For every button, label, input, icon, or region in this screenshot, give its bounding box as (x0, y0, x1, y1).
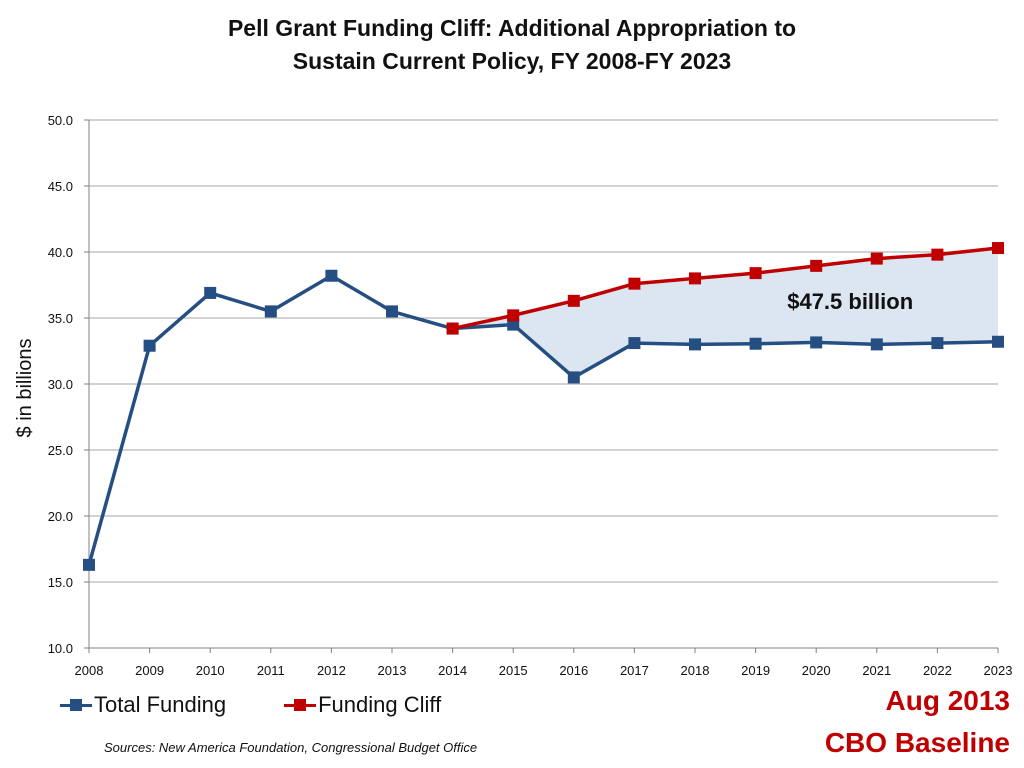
x-tick-label: 2021 (862, 663, 891, 678)
x-tick-label: 2020 (802, 663, 831, 678)
funding-cliff-point (689, 272, 701, 285)
total-funding-point (749, 337, 762, 350)
chart-title-line-2: Sustain Current Policy, FY 2008-FY 2023 (292, 48, 732, 74)
legend: Total Funding Funding Cliff (60, 692, 499, 718)
x-tick-label: 2015 (499, 663, 528, 678)
funding-cliff-line (452, 246, 999, 331)
x-tick-label: 2022 (923, 663, 952, 678)
y-tick-label: 40.0 (48, 245, 73, 260)
funding-cliff-point (870, 252, 883, 265)
x-tick-label: 2023 (984, 663, 1013, 678)
gap-annotation: $47.5 billion (787, 289, 913, 314)
chart-title: Pell Grant Funding Cliff: Additional App… (0, 12, 1024, 78)
legend-label-funding-cliff: Funding Cliff (318, 692, 442, 717)
total-funding-line (87, 274, 999, 566)
legend-label-total-funding: Total Funding (94, 692, 227, 717)
total-funding-point (264, 305, 277, 318)
x-tick-label: 2018 (681, 663, 710, 678)
total-funding-point (992, 335, 1004, 348)
x-tick-label: 2017 (620, 663, 649, 678)
y-tick-label: 25.0 (48, 443, 73, 458)
y-tick-label: 35.0 (48, 311, 73, 326)
funding-gap-area (452, 248, 999, 378)
x-tick-label: 2012 (317, 663, 346, 678)
x-tick-label: 2019 (741, 663, 770, 678)
x-tick-label: 2010 (196, 663, 225, 678)
total-funding-point (628, 337, 641, 350)
x-tick-label: 2013 (378, 663, 407, 678)
legend-item-funding-cliff: Funding Cliff (284, 692, 441, 718)
chart-title-line-1: Pell Grant Funding Cliff: Additional App… (227, 15, 797, 41)
total-funding-point (810, 336, 823, 349)
total-funding-point (870, 338, 883, 351)
total-funding-point (204, 286, 217, 299)
baseline-label-line-2: CBO Baseline (824, 727, 1010, 758)
baseline-label: Aug 2013 CBO Baseline (825, 680, 1010, 764)
total-funding-point (931, 337, 944, 350)
y-tick-label: 15.0 (48, 575, 73, 590)
funding-cliff-point (628, 277, 641, 290)
legend-key-funding-cliff (284, 698, 317, 712)
x-tick-label: 2016 (559, 663, 588, 678)
total-funding-point (325, 269, 338, 282)
total-funding-point (507, 318, 520, 331)
y-tick-label: 30.0 (48, 377, 73, 392)
funding-cliff-point (931, 248, 944, 261)
source-note: Sources: New America Foundation, Congres… (104, 740, 478, 755)
x-tick-label: 2011 (257, 663, 285, 678)
funding-cliff-point (810, 259, 823, 272)
legend-item-total-funding: Total Funding (60, 692, 226, 718)
x-tick-label: 2009 (135, 663, 164, 678)
total-funding-point (386, 305, 398, 318)
total-funding-point (689, 338, 701, 351)
y-tick-label: 50.0 (48, 113, 73, 128)
baseline-label-line-1: Aug 2013 (885, 685, 1011, 716)
funding-cliff-point (992, 242, 1004, 255)
legend-key-total-funding (60, 698, 92, 712)
y-tick-label: 10.0 (48, 641, 73, 656)
y-tick-label: 45.0 (48, 179, 73, 194)
funding-cliff-point (567, 294, 580, 307)
y-tick-label: 20.0 (48, 509, 73, 524)
total-funding-point (567, 371, 580, 384)
y-axis-label: $ in billions (14, 339, 36, 438)
total-funding-point (143, 339, 156, 352)
funding-cliff-point (507, 309, 520, 322)
x-tick-label: 2014 (438, 663, 467, 678)
total-funding-point (83, 558, 95, 571)
x-tick-label: 2008 (75, 663, 104, 678)
funding-cliff-point (749, 267, 762, 280)
funding-cliff-point (446, 322, 459, 335)
